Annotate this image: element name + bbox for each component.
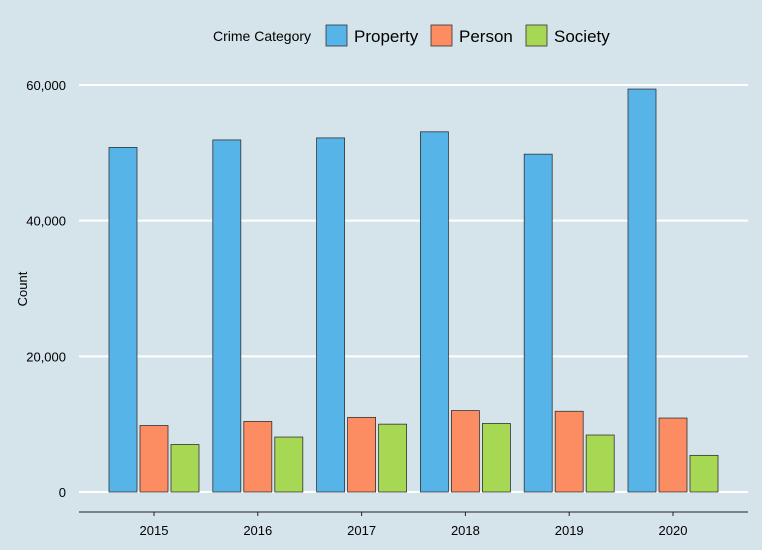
bar-property-2016 xyxy=(212,139,242,493)
bar-society-2017 xyxy=(378,423,408,493)
bar-person-2020 xyxy=(658,417,688,493)
bar-property-2015 xyxy=(108,147,138,493)
bar-person-2015 xyxy=(139,425,169,493)
bar-society-2016 xyxy=(274,436,304,493)
legend-swatch-person xyxy=(430,24,453,47)
bar-society-2018 xyxy=(481,423,511,493)
y-tick-label: 60,000 xyxy=(26,78,66,93)
legend: Crime Category Property Person Society xyxy=(213,24,610,47)
y-tick-label: 20,000 xyxy=(26,349,66,364)
bar-property-2017 xyxy=(316,137,346,493)
y-axis-ticks: 0 20,000 40,000 60,000 xyxy=(26,78,66,500)
x-tick-label: 2016 xyxy=(243,523,272,538)
legend-label-society: Society xyxy=(554,27,610,46)
x-tick-label: 2019 xyxy=(555,523,584,538)
bar-person-2017 xyxy=(347,416,377,493)
legend-label-property: Property xyxy=(354,27,419,46)
x-axis-ticks: 2015 2016 2017 2018 2019 2020 xyxy=(140,512,688,538)
bar-society-2015 xyxy=(170,444,200,493)
bar-property-2018 xyxy=(419,131,449,493)
bar-property-2020 xyxy=(627,88,657,493)
legend-label-person: Person xyxy=(459,27,513,46)
x-tick-label: 2018 xyxy=(451,523,480,538)
x-tick-label: 2015 xyxy=(140,523,169,538)
bar-society-2019 xyxy=(585,434,615,493)
bars xyxy=(108,88,719,493)
x-tick-label: 2020 xyxy=(659,523,688,538)
legend-title: Crime Category xyxy=(213,28,311,44)
y-tick-label: 0 xyxy=(59,485,66,500)
y-axis-title: Count xyxy=(15,271,30,306)
y-tick-label: 40,000 xyxy=(26,214,66,229)
bar-person-2018 xyxy=(450,410,480,493)
legend-swatch-property xyxy=(325,24,348,47)
x-tick-label: 2017 xyxy=(347,523,376,538)
bar-person-2019 xyxy=(554,410,584,493)
bar-property-2019 xyxy=(523,153,553,493)
bar-society-2020 xyxy=(689,454,719,493)
legend-swatch-society xyxy=(525,24,548,47)
bar-person-2016 xyxy=(243,421,273,493)
